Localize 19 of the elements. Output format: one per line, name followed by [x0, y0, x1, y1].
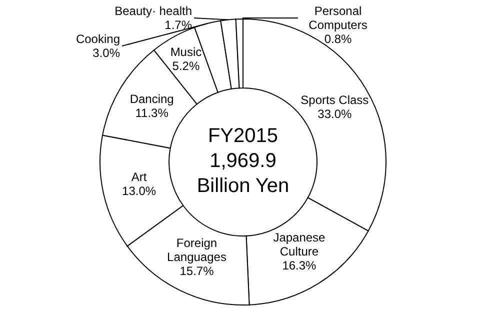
- data-label: 13.0%: [122, 184, 156, 198]
- slice-label: Sports Class: [300, 92, 369, 107]
- data-label: 3.0%: [92, 46, 120, 60]
- slice-label: Beauty· health: [114, 4, 192, 18]
- data-label: 33.0%: [318, 106, 352, 121]
- data-label: 5.2%: [172, 59, 200, 73]
- slice-label: Art: [131, 170, 148, 184]
- slice-label: Japanese Culture: [273, 230, 326, 259]
- slice-label: Dancing: [130, 92, 174, 106]
- data-label: 15.7%: [180, 264, 214, 278]
- data-label: 0.8%: [324, 32, 352, 46]
- data-label: 1.7%: [164, 18, 192, 32]
- data-label: 11.3%: [135, 106, 169, 120]
- slice-label: Cooking: [76, 32, 120, 46]
- data-label: 16.3%: [282, 258, 317, 273]
- slice-label: Personal Computers: [308, 4, 368, 32]
- slice-label: Music: [170, 45, 202, 59]
- text: FY2015 1,969.9 Billion Yen: [196, 124, 290, 199]
- slice-label: Foreign Languages: [167, 236, 226, 264]
